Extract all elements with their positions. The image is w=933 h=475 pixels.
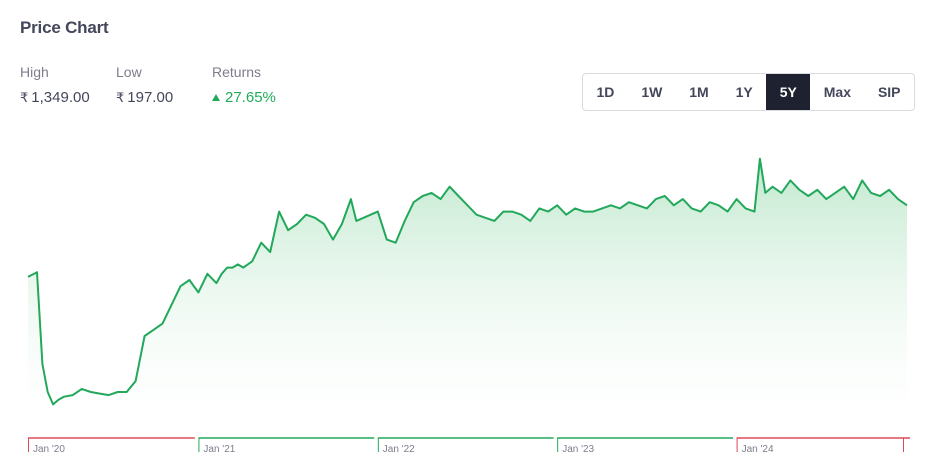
stat-low-value: ₹197.00: [116, 89, 173, 106]
price-chart[interactable]: Jan '20 Jan '21 Jan '22 Jan '23 Jan '24: [0, 130, 933, 475]
stat-returns-value: 27.65%: [212, 89, 276, 106]
price-line: [27, 157, 908, 406]
range-button-5y[interactable]: 5Y: [766, 74, 811, 110]
stat-low-label: Low: [116, 64, 142, 80]
rupee-icon: ₹: [20, 90, 29, 105]
stat-returns-label: Returns: [212, 64, 262, 80]
range-button-1d[interactable]: 1D: [596, 84, 615, 100]
x-tick-label: Jan '20: [33, 444, 65, 455]
stat-low: Low ₹197.00: [116, 64, 173, 106]
range-selector: 1D 1W 1M 1Y 5Y Max SIP: [582, 73, 915, 111]
x-tick-label: Jan '23: [562, 444, 594, 455]
x-axis: Jan '20 Jan '21 Jan '22 Jan '23 Jan '24: [28, 437, 910, 455]
stat-high-number: 1,349.00: [31, 89, 90, 106]
rupee-icon: ₹: [116, 90, 125, 105]
stat-returns: Returns 27.65%: [212, 64, 276, 106]
range-button-max[interactable]: Max: [823, 84, 851, 100]
stat-returns-number: 27.65%: [225, 89, 276, 106]
stat-low-number: 197.00: [127, 89, 174, 106]
x-tick-label: Jan '21: [203, 444, 235, 455]
stat-high: High ₹1,349.00: [20, 64, 90, 106]
page-title: Price Chart: [20, 18, 109, 37]
stat-high-label: High: [20, 64, 49, 80]
range-button-1y[interactable]: 1Y: [735, 84, 753, 100]
range-button-1w[interactable]: 1W: [641, 84, 663, 100]
x-tick-label: Jan '22: [383, 444, 415, 455]
range-button-1m[interactable]: 1M: [689, 84, 709, 100]
stat-high-value: ₹1,349.00: [20, 89, 90, 106]
up-triangle-icon: [212, 94, 220, 101]
x-tick-label: Jan '24: [742, 444, 774, 455]
price-area-fill: [28, 158, 907, 420]
range-button-sip[interactable]: SIP: [877, 84, 901, 100]
